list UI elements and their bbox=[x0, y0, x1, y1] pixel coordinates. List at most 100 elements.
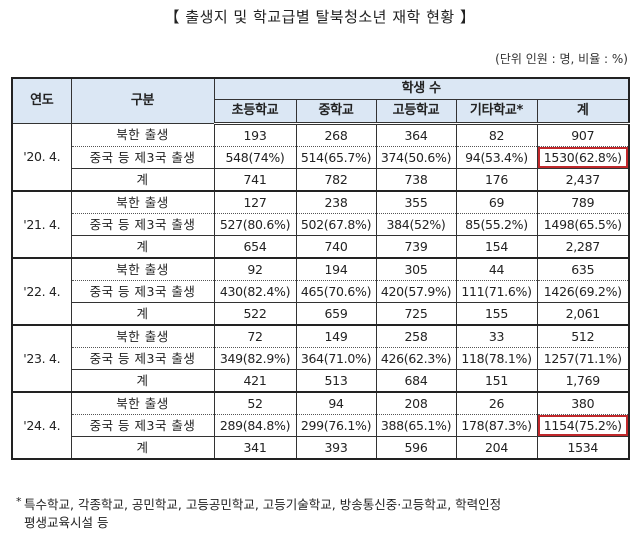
value-cell: 72 bbox=[213, 324, 297, 348]
value-cell: 384(52%) bbox=[375, 213, 457, 236]
row-north-korea-born: '22. 4. 북한 출생 92 194 305 44 635 bbox=[11, 257, 630, 326]
header-elementary: 초등학교 bbox=[213, 99, 297, 125]
value-cell: 635 bbox=[536, 257, 630, 281]
value-cell: 118(78.1%) bbox=[455, 347, 538, 370]
value-cell: 596 bbox=[375, 436, 457, 460]
value-cell: 1154(75.2%) bbox=[536, 414, 630, 437]
value-cell: 208 bbox=[375, 391, 457, 415]
header-high: 고등학교 bbox=[375, 99, 457, 125]
value-cell: 789 bbox=[536, 190, 630, 214]
highlighted-value: 1530(62.8%) bbox=[538, 147, 628, 168]
value-cell: 548(74%) bbox=[213, 146, 297, 169]
value-cell: 26 bbox=[455, 391, 538, 415]
category-cell: 계 bbox=[70, 168, 215, 192]
value-cell: 151 bbox=[455, 369, 538, 393]
value-cell: 514(65.7%) bbox=[295, 146, 377, 169]
value-cell: 2,061 bbox=[536, 302, 630, 326]
year-cell: '24. 4. bbox=[11, 391, 72, 460]
row-third-country-born: 중국 등 제3국 출생 349(82.9%) 364(71.0%) 426(62.3%… bbox=[12, 347, 630, 370]
value-cell: 527(80.6%) bbox=[213, 213, 297, 236]
value-cell: 782 bbox=[295, 168, 377, 192]
value-cell: 127 bbox=[213, 190, 297, 214]
value-cell: 364 bbox=[375, 123, 457, 147]
value-cell: 1,769 bbox=[536, 369, 630, 393]
value-cell: 289(84.8%) bbox=[213, 414, 297, 437]
row-third-country-born: 중국 등 제3국 출생 527(80.6%) 502(67.8%) 384(52%) 8… bbox=[12, 213, 630, 236]
value-cell: 178(87.3%) bbox=[455, 414, 538, 437]
category-cell: 계 bbox=[70, 302, 215, 326]
value-cell: 522 bbox=[213, 302, 297, 326]
value-cell: 69 bbox=[455, 190, 538, 214]
value-cell: 502(67.8%) bbox=[295, 213, 377, 236]
value-cell: 176 bbox=[455, 168, 538, 192]
value-cell: 305 bbox=[375, 257, 457, 281]
header-other: 기타학교* bbox=[455, 99, 538, 125]
value-cell: 85(55.2%) bbox=[455, 213, 538, 236]
category-cell: 북한 출생 bbox=[70, 190, 215, 214]
value-cell: 465(70.6%) bbox=[295, 280, 377, 303]
value-cell: 659 bbox=[295, 302, 377, 326]
value-cell: 1534 bbox=[536, 436, 630, 460]
year-cell: '22. 4. bbox=[11, 257, 72, 326]
category-cell: 계 bbox=[70, 235, 215, 259]
category-cell: 북한 출생 bbox=[70, 257, 215, 281]
row-north-korea-born: '21. 4. 북한 출생 127 238 355 69 789 bbox=[11, 190, 630, 259]
category-cell: 북한 출생 bbox=[70, 324, 215, 348]
page-title: 【 출생지 및 학교급별 탈북청소년 재학 현황 】 bbox=[164, 8, 476, 26]
year-cell: '21. 4. bbox=[11, 190, 72, 259]
footnote-line-2: 평생교육시설 등 bbox=[24, 515, 109, 530]
row-north-korea-born: '20. 4. 북한 출생 193 268 364 82 907 bbox=[11, 123, 630, 192]
value-cell: 654 bbox=[213, 235, 297, 259]
value-cell: 393 bbox=[295, 436, 377, 460]
value-cell: 341 bbox=[213, 436, 297, 460]
row-third-country-born: 중국 등 제3국 출생 548(74%) 514(65.7%) 374(50.6%) 9… bbox=[12, 146, 630, 169]
value-cell: 193 bbox=[213, 123, 297, 147]
row-subtotal: 계 654 740 739 154 2,287 bbox=[12, 235, 630, 259]
value-cell: 512 bbox=[536, 324, 630, 348]
value-cell: 268 bbox=[295, 123, 377, 147]
value-cell: 421 bbox=[213, 369, 297, 393]
value-cell: 44 bbox=[455, 257, 538, 281]
category-cell: 중국 등 제3국 출생 bbox=[70, 414, 215, 437]
row-subtotal: 계 522 659 725 155 2,061 bbox=[12, 302, 630, 326]
row-third-country-born: 중국 등 제3국 출생 430(82.4%) 465(70.6%) 420(57.9%… bbox=[12, 280, 630, 303]
value-cell: 364(71.0%) bbox=[295, 347, 377, 370]
footnote: * 특수학교, 각종학교, 공민학교, 고등공민학교, 고등기술학교, 방송통신… bbox=[16, 495, 502, 532]
unit-note: (단위 인원 : 명, 비율 : %) bbox=[495, 52, 628, 66]
footnote-line-1: 특수학교, 각종학교, 공민학교, 고등공민학교, 고등기술학교, 방송통신중·… bbox=[24, 497, 502, 512]
value-cell: 426(62.3%) bbox=[375, 347, 457, 370]
header-total: 계 bbox=[536, 99, 630, 125]
value-cell: 299(76.1%) bbox=[295, 414, 377, 437]
value-cell: 739 bbox=[375, 235, 457, 259]
value-cell: 741 bbox=[213, 168, 297, 192]
row-subtotal: 계 421 513 684 151 1,769 bbox=[12, 369, 630, 393]
value-cell: 349(82.9%) bbox=[213, 347, 297, 370]
header-students: 학생 수 bbox=[213, 77, 630, 100]
row-third-country-born: 중국 등 제3국 출생 289(84.8%) 299(76.1%) 388(65.1%… bbox=[12, 414, 630, 437]
value-cell: 92 bbox=[213, 257, 297, 281]
category-cell: 중국 등 제3국 출생 bbox=[70, 146, 215, 169]
category-cell: 중국 등 제3국 출생 bbox=[70, 347, 215, 370]
value-cell: 258 bbox=[375, 324, 457, 348]
year-cell: '20. 4. bbox=[11, 123, 72, 192]
value-cell: 388(65.1%) bbox=[375, 414, 457, 437]
value-cell: 194 bbox=[295, 257, 377, 281]
value-cell: 2,437 bbox=[536, 168, 630, 192]
enrollment-table: 연도 구분 학생 수 초등학교 중학교 고등학교 기타학교* 계 '20. 4.… bbox=[11, 77, 631, 460]
value-cell: 155 bbox=[455, 302, 538, 326]
category-cell: 계 bbox=[70, 436, 215, 460]
value-cell: 238 bbox=[295, 190, 377, 214]
value-cell: 1257(71.1%) bbox=[536, 347, 630, 370]
value-cell: 154 bbox=[455, 235, 538, 259]
value-cell: 204 bbox=[455, 436, 538, 460]
value-cell: 513 bbox=[295, 369, 377, 393]
value-cell: 725 bbox=[375, 302, 457, 326]
row-subtotal: 계 341 393 596 204 1534 bbox=[12, 436, 630, 460]
value-cell: 1426(69.2%) bbox=[536, 280, 630, 303]
row-north-korea-born: '23. 4. 북한 출생 72 149 258 33 512 bbox=[11, 324, 630, 393]
category-cell: 중국 등 제3국 출생 bbox=[70, 280, 215, 303]
value-cell: 52 bbox=[213, 391, 297, 415]
footnote-marker: * bbox=[16, 495, 22, 508]
category-cell: 북한 출생 bbox=[70, 391, 215, 415]
value-cell: 740 bbox=[295, 235, 377, 259]
